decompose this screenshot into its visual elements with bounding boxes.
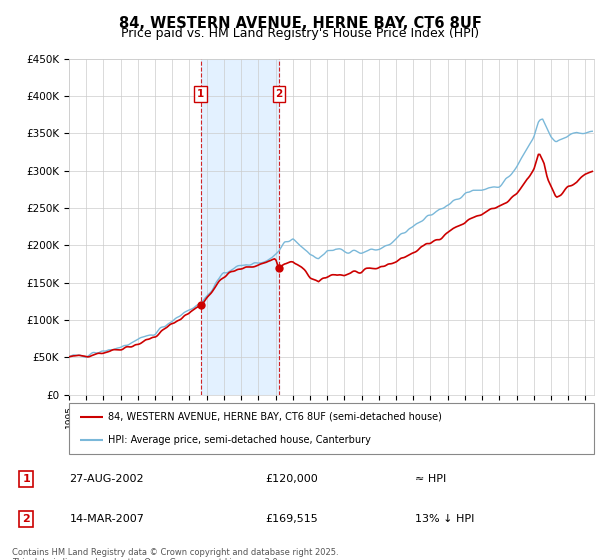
Text: 1: 1 — [23, 474, 30, 484]
Text: 13% ↓ HPI: 13% ↓ HPI — [415, 514, 475, 524]
Text: Price paid vs. HM Land Registry's House Price Index (HPI): Price paid vs. HM Land Registry's House … — [121, 27, 479, 40]
Text: ≈ HPI: ≈ HPI — [415, 474, 446, 484]
Text: Contains HM Land Registry data © Crown copyright and database right 2025.
This d: Contains HM Land Registry data © Crown c… — [12, 548, 338, 560]
Bar — [200, 59, 279, 395]
Text: HPI: Average price, semi-detached house, Canterbury: HPI: Average price, semi-detached house,… — [109, 435, 371, 445]
Text: 84, WESTERN AVENUE, HERNE BAY, CT6 8UF (semi-detached house): 84, WESTERN AVENUE, HERNE BAY, CT6 8UF (… — [109, 412, 442, 422]
Text: £169,515: £169,515 — [265, 514, 318, 524]
Text: 27-AUG-2002: 27-AUG-2002 — [70, 474, 144, 484]
Text: 14-MAR-2007: 14-MAR-2007 — [70, 514, 145, 524]
Text: 2: 2 — [275, 89, 283, 99]
Text: 2: 2 — [23, 514, 30, 524]
Text: £120,000: £120,000 — [265, 474, 318, 484]
FancyBboxPatch shape — [69, 403, 594, 454]
Text: 84, WESTERN AVENUE, HERNE BAY, CT6 8UF: 84, WESTERN AVENUE, HERNE BAY, CT6 8UF — [119, 16, 481, 31]
Text: 1: 1 — [197, 89, 205, 99]
